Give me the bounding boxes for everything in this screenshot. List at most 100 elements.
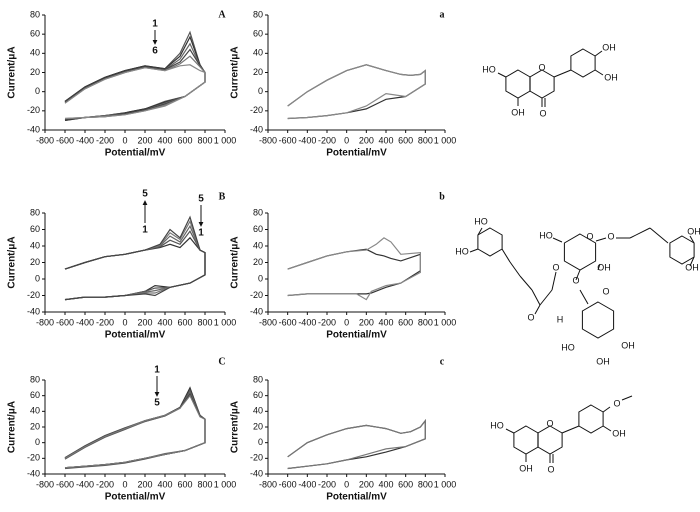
y-tick-label: 20 (30, 257, 40, 267)
panel-label: B (219, 191, 226, 202)
bond (602, 425, 612, 432)
y-axis-title: Current/μA (230, 401, 241, 453)
y-axis-title: Current/μA (7, 401, 18, 453)
x-tick-label: -400 (298, 479, 316, 489)
x-tick-label: 600 (398, 479, 413, 489)
y-tick-label: -20 (27, 105, 40, 115)
cv-curve (287, 418, 426, 470)
bond (531, 289, 541, 306)
x-axis-title: Potential/mV (105, 492, 166, 503)
bond (553, 69, 572, 78)
bond (551, 271, 557, 291)
annotation: 5 (198, 194, 204, 205)
y-tick-label: 0 (35, 86, 40, 96)
atom-label: OH (687, 226, 700, 236)
x-axis-title: Potential/mV (326, 330, 387, 341)
cv-curve (64, 35, 206, 121)
y-tick-label: 40 (30, 48, 40, 58)
y-tick-label: 60 (253, 390, 263, 400)
bond (539, 289, 553, 306)
y-tick-label: -40 (27, 468, 40, 478)
atom-label: HO (482, 64, 496, 74)
x-tick-label: 1 000 (434, 135, 457, 145)
bond (595, 237, 607, 242)
x-tick-label: 1 000 (434, 317, 457, 327)
atom-label: O (552, 262, 559, 272)
atom-label: O (546, 418, 553, 428)
y-tick-label: -20 (250, 453, 263, 463)
x-axis-title: Potential/mV (326, 148, 387, 159)
bond (469, 248, 479, 253)
atom-label: OH (596, 356, 610, 366)
atom-label: OH (685, 262, 699, 272)
annotation: 1 (154, 365, 160, 376)
x-tick-label: 400 (157, 135, 172, 145)
annotation: 6 (152, 46, 158, 57)
x-tick-label: -600 (279, 135, 297, 145)
ring (578, 404, 604, 434)
bond (497, 72, 507, 78)
cv-curve (64, 236, 206, 301)
x-tick-label: 600 (177, 479, 192, 489)
cv-curve (64, 42, 206, 121)
x-axis-title: Potential/mV (105, 148, 166, 159)
ring (581, 301, 615, 339)
atom-label: OH (621, 340, 635, 350)
y-tick-label: -40 (250, 306, 263, 316)
y-tick-label: 40 (253, 406, 263, 416)
cv-curve (64, 230, 206, 301)
x-tick-label: 200 (137, 135, 152, 145)
y-tick-label: -20 (250, 105, 263, 115)
atom-label: O (538, 62, 545, 72)
x-tick-label: -400 (76, 135, 94, 145)
atom-label: OH (519, 463, 533, 473)
y-tick-label: -40 (250, 468, 263, 478)
x-tick-label: -800 (36, 479, 54, 489)
atom-label: O (607, 231, 614, 241)
y-tick-label: 20 (253, 67, 263, 77)
y-axis-title: Current/μA (7, 46, 18, 98)
x-tick-label: -600 (56, 135, 74, 145)
y-tick-label: -20 (250, 290, 263, 300)
x-tick-label: 0 (122, 135, 127, 145)
y-tick-label: 0 (35, 273, 40, 283)
cv-curve (64, 215, 206, 301)
x-tick-label: -200 (318, 135, 336, 145)
x-tick-label: -200 (318, 479, 336, 489)
x-tick-label: 400 (157, 317, 172, 327)
x-tick-label: -600 (56, 317, 74, 327)
x-tick-label: -400 (298, 317, 316, 327)
y-tick-label: -40 (27, 306, 40, 316)
annotation: 5 (142, 189, 148, 200)
atom-label: OH (604, 72, 618, 82)
x-tick-label: 200 (359, 479, 374, 489)
atom-label: HO (455, 246, 469, 256)
bond (594, 69, 604, 76)
y-tick-label: 20 (30, 421, 40, 431)
bond (552, 237, 563, 243)
annotation: 1 (198, 228, 204, 239)
x-tick-label: -200 (96, 135, 114, 145)
cv-curve (64, 392, 206, 469)
y-axis-title: Current/μA (230, 236, 241, 288)
x-tick-label: -800 (36, 135, 54, 145)
bond (519, 275, 533, 291)
y-tick-label: 80 (30, 207, 40, 217)
y-tick-label: 80 (30, 374, 40, 384)
atom-label: HO (474, 216, 488, 226)
x-tick-label: 800 (197, 135, 212, 145)
bond (501, 248, 511, 263)
x-tick-label: -600 (56, 479, 74, 489)
atom-label: HO (490, 420, 504, 430)
cv-curve (287, 237, 421, 301)
y-tick-label: 20 (253, 421, 263, 431)
atom-label: O (572, 275, 579, 285)
bond (505, 428, 515, 434)
y-tick-label: 0 (258, 437, 263, 447)
y-tick-label: 60 (253, 29, 263, 39)
x-tick-label: 800 (418, 317, 433, 327)
y-axis-title: Current/μA (7, 236, 18, 288)
bond (629, 227, 651, 239)
cv-curve (64, 48, 206, 121)
x-tick-label: 200 (137, 317, 152, 327)
